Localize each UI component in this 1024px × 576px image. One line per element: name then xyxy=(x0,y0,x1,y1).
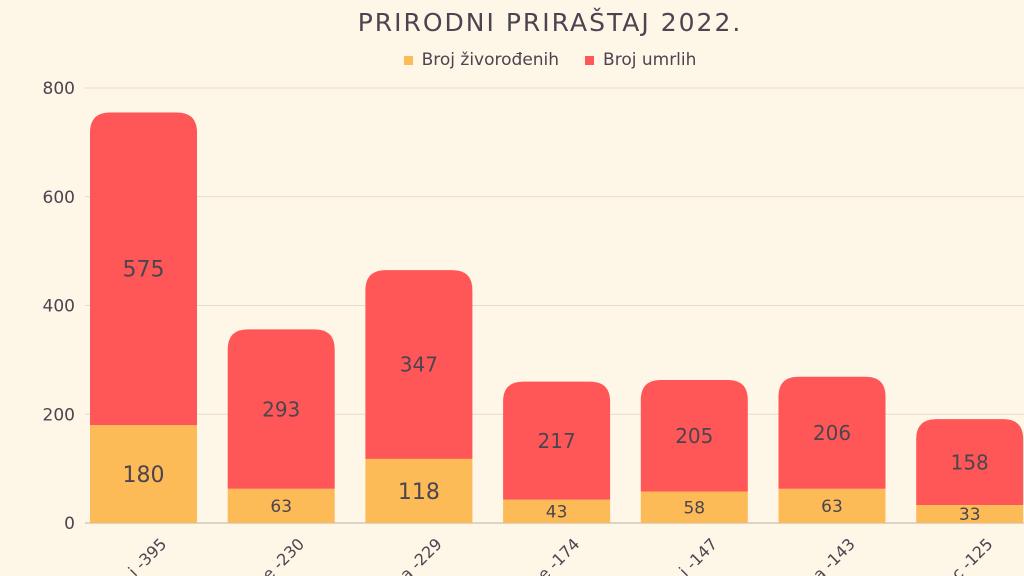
legend-label-births: Broj živorođenih xyxy=(421,50,560,70)
legend-item-births: Broj živorođenih xyxy=(403,50,560,70)
data-label-deaths: 293 xyxy=(262,397,300,421)
bar-deaths xyxy=(778,376,886,489)
data-label-deaths: 575 xyxy=(123,258,165,283)
legend-swatch-deaths xyxy=(585,55,595,65)
y-tick-label: 200 xyxy=(43,405,75,425)
data-label-births: 63 xyxy=(821,497,843,517)
x-tick-label: e -174 xyxy=(534,534,584,576)
x-tick-label: a -143 xyxy=(809,534,859,576)
y-tick-label: 600 xyxy=(43,188,75,208)
bar-deaths xyxy=(916,419,1024,506)
data-label-births: 58 xyxy=(683,498,705,518)
data-label-births: 63 xyxy=(270,497,292,517)
bar-births xyxy=(640,491,748,523)
bar-births xyxy=(365,458,473,523)
y-tick-label: 400 xyxy=(43,297,75,317)
bar-births xyxy=(90,425,197,523)
x-tick-label: e -230 xyxy=(258,534,308,576)
data-label-deaths: 347 xyxy=(400,353,438,377)
data-label-births: 33 xyxy=(959,505,981,525)
bar-deaths xyxy=(90,112,197,426)
legend-label-deaths: Broj umrlih xyxy=(603,50,697,70)
data-label-deaths: 206 xyxy=(813,421,851,445)
bar-deaths xyxy=(503,381,611,500)
data-label-births: 118 xyxy=(398,480,440,505)
data-label-deaths: 158 xyxy=(951,450,989,474)
bar-deaths xyxy=(640,379,748,492)
data-label-births: 43 xyxy=(546,502,568,522)
data-label-deaths: 217 xyxy=(538,429,576,453)
legend-item-deaths: Broj umrlih xyxy=(585,50,696,70)
y-tick-label: 0 xyxy=(64,514,75,534)
legend-swatch-births xyxy=(403,55,413,65)
data-label-births: 180 xyxy=(123,463,165,488)
data-label-deaths: 205 xyxy=(675,424,713,448)
x-tick-label: c -125 xyxy=(948,534,997,576)
chart-title: PRIRODNI PRIRAŠTAJ 2022. xyxy=(357,8,743,37)
x-tick-label: i -147 xyxy=(675,534,721,576)
bar-deaths xyxy=(365,270,473,459)
bar-deaths xyxy=(227,329,335,489)
bar-births xyxy=(227,488,335,523)
bar-births xyxy=(916,505,1024,523)
legend: Broj živorođenih Broj umrlih xyxy=(0,50,1024,70)
bar-births xyxy=(503,499,611,523)
x-tick-label: i -395 xyxy=(124,534,170,576)
x-tick-label: a -229 xyxy=(396,534,446,576)
y-tick-label: 800 xyxy=(43,79,75,99)
bar-births xyxy=(778,488,886,523)
